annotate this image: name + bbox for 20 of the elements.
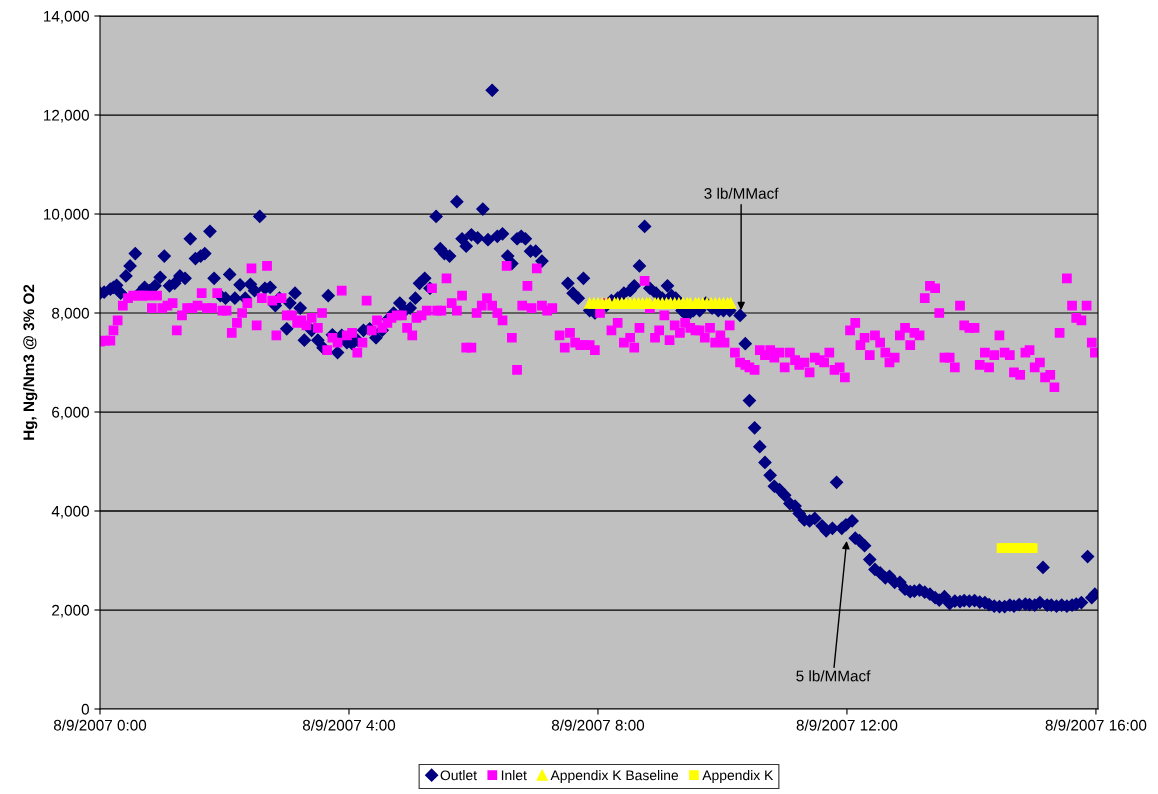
x-tick-label: 8/9/2007 4:00 xyxy=(302,719,396,731)
y-tick-label: 4,000 xyxy=(51,505,89,519)
x-tick-label: 8/9/2007 0:00 xyxy=(53,719,147,731)
y-tick-label: 14,000 xyxy=(44,10,89,24)
y-tick-label: 0 xyxy=(81,703,89,715)
y-axis-title: Hg, Ng/Nm3 @ 3% O2 xyxy=(23,284,38,440)
annotation: 5 lb/MMacf xyxy=(796,670,871,682)
y-tick-label: 8,000 xyxy=(52,307,89,321)
x-tick-label: 8/9/2007 8:00 xyxy=(551,719,645,731)
y-tick-label: 12,000 xyxy=(44,109,89,123)
legend-label: Outlet xyxy=(440,770,477,781)
x-tick-label: 8/9/2007 16:00 xyxy=(1045,719,1147,731)
annotation: 3 lb/MMacf xyxy=(704,187,779,199)
x-tick-label: 8/9/2007 12:00 xyxy=(796,719,898,731)
legend-label: Appendix K xyxy=(702,770,774,783)
legend-label: Inlet xyxy=(501,770,527,781)
legend-label: Appendix K Baseline xyxy=(550,770,679,783)
y-tick-label: 2,000 xyxy=(52,604,89,618)
y-tick-label: 6,000 xyxy=(52,406,89,420)
y-tick-label: 10,000 xyxy=(44,208,89,222)
